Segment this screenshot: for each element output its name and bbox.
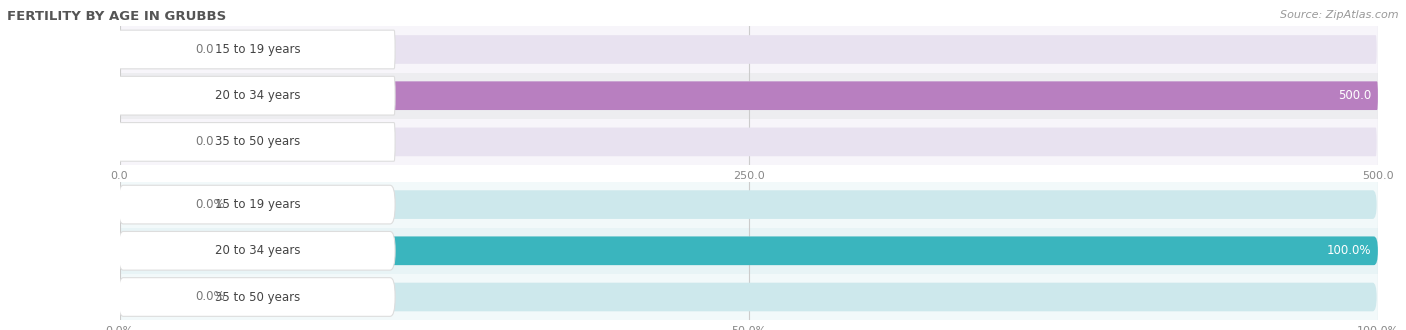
FancyBboxPatch shape [121,35,1376,64]
FancyBboxPatch shape [118,278,395,316]
FancyBboxPatch shape [118,231,395,270]
FancyBboxPatch shape [118,76,395,115]
FancyBboxPatch shape [120,128,176,156]
FancyBboxPatch shape [120,237,1378,265]
Text: 15 to 19 years: 15 to 19 years [215,43,301,56]
Text: 20 to 34 years: 20 to 34 years [215,244,301,257]
FancyBboxPatch shape [121,237,1376,265]
FancyBboxPatch shape [118,30,395,69]
FancyBboxPatch shape [118,185,395,224]
Text: 0.0: 0.0 [195,135,214,148]
FancyBboxPatch shape [121,128,1376,156]
FancyBboxPatch shape [121,190,1376,219]
Text: 15 to 19 years: 15 to 19 years [215,198,301,211]
Bar [120,26,1378,73]
Bar [120,228,1378,274]
Text: 0.0%: 0.0% [195,198,225,211]
FancyBboxPatch shape [120,283,176,311]
Bar [120,274,1378,320]
Text: FERTILITY BY AGE IN GRUBBS: FERTILITY BY AGE IN GRUBBS [7,10,226,23]
FancyBboxPatch shape [118,122,395,161]
FancyBboxPatch shape [121,82,1376,110]
Text: 100.0%: 100.0% [1327,244,1372,257]
Text: 35 to 50 years: 35 to 50 years [215,290,301,304]
FancyBboxPatch shape [120,190,176,219]
Text: 35 to 50 years: 35 to 50 years [215,135,301,148]
FancyBboxPatch shape [120,35,176,64]
Text: 0.0: 0.0 [195,43,214,56]
Bar [120,119,1378,165]
FancyBboxPatch shape [120,82,1378,110]
FancyBboxPatch shape [121,283,1376,311]
Bar [120,73,1378,119]
Text: 500.0: 500.0 [1339,89,1372,102]
Bar [120,182,1378,228]
Text: 20 to 34 years: 20 to 34 years [215,89,301,102]
Text: 0.0%: 0.0% [195,290,225,304]
Text: Source: ZipAtlas.com: Source: ZipAtlas.com [1281,10,1399,20]
